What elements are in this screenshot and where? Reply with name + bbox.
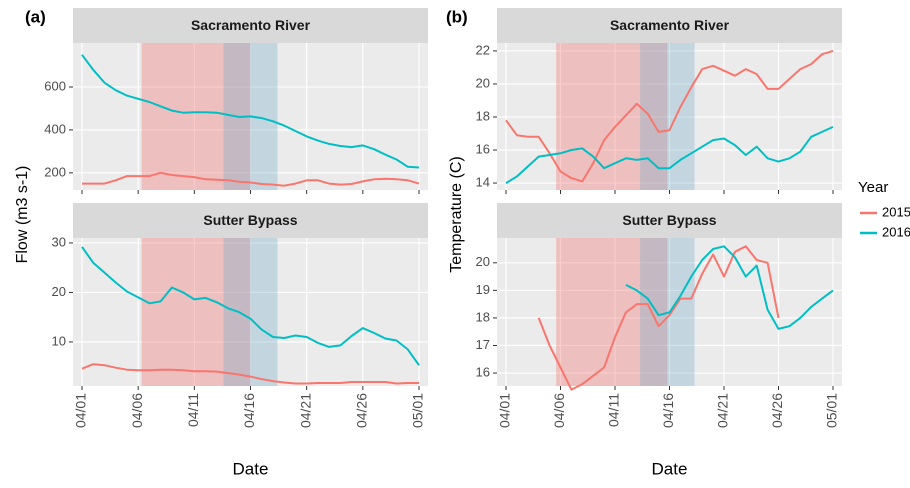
x-tick-label: 05/01 [410, 393, 426, 428]
y-tick-label: 18 [476, 309, 490, 324]
panel-title: Sutter Bypass [622, 212, 716, 228]
x-tick-label: 04/06 [551, 393, 567, 428]
panel-title: Sacramento River [191, 17, 311, 33]
highlight-band [223, 238, 278, 386]
series-line [81, 363, 419, 385]
y-tick-label: 400 [44, 121, 66, 136]
panel-label: (a) [25, 7, 46, 26]
y-tick-label: 17 [476, 337, 490, 352]
panel-label: (b) [446, 7, 468, 26]
legend-label: 2016 [882, 224, 910, 239]
x-tick-label: 04/21 [297, 393, 313, 428]
highlight-band [141, 238, 251, 386]
y-tick-label: 200 [44, 164, 66, 179]
y-tick-label: 19 [476, 282, 490, 297]
y-tick-label: 16 [476, 141, 490, 156]
strip [73, 203, 428, 238]
strip [73, 8, 428, 43]
x-tick-label: 04/21 [715, 393, 731, 428]
panel-title: Sacramento River [610, 17, 730, 33]
strip [497, 203, 842, 238]
y-tick-label: 14 [476, 175, 490, 190]
series-line [625, 245, 834, 330]
series-line [82, 171, 420, 187]
y-tick-label: 18 [476, 108, 490, 123]
y-tick-label: 20 [52, 284, 66, 299]
x-axis-label: Date [652, 459, 688, 478]
x-tick-label: 04/11 [606, 393, 622, 427]
y-tick-label: 22 [476, 42, 490, 57]
x-tick-label: 04/01 [73, 393, 89, 428]
strip [497, 8, 842, 43]
x-tick-label: 05/01 [824, 393, 840, 428]
x-tick-label: 04/11 [185, 393, 201, 427]
highlight-band [556, 238, 668, 386]
y-tick-label: 600 [44, 78, 66, 93]
series-line [505, 125, 834, 184]
y-tick-label: 30 [52, 234, 66, 249]
x-tick-label: 04/06 [129, 393, 145, 428]
y-tick-label: 20 [476, 75, 490, 90]
x-tick-label: 04/16 [241, 393, 257, 428]
panel-title: Sutter Bypass [203, 212, 297, 228]
x-tick-label: 04/16 [660, 393, 676, 428]
y-tick-label: 20 [476, 254, 490, 269]
x-tick-label: 04/26 [354, 393, 370, 428]
x-tick-label: 04/01 [497, 393, 513, 428]
series-line [81, 54, 420, 169]
y-axis-label: Flow (m3 s-1) [14, 166, 31, 264]
legend-label: 2015 [882, 204, 910, 219]
series-line [505, 49, 834, 183]
y-tick-label: 10 [52, 333, 66, 348]
series-line [81, 246, 420, 366]
y-tick-label: 16 [476, 364, 490, 379]
legend-title: Year [858, 179, 888, 196]
y-axis-label: Temperature (C) [448, 156, 465, 272]
x-axis-label: Date [233, 459, 269, 478]
x-tick-label: 04/26 [769, 393, 785, 428]
series-line [537, 245, 780, 391]
